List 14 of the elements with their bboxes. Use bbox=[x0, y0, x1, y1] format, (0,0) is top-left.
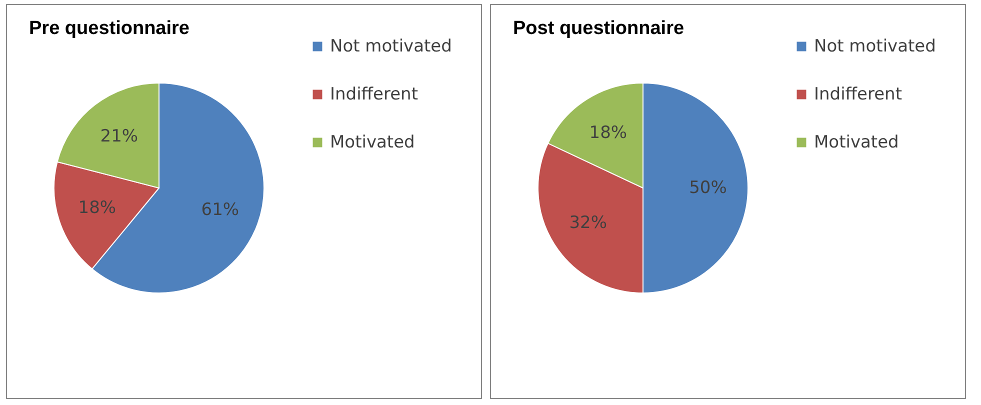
data-label: 50% bbox=[689, 178, 727, 198]
chart-title: Post questionnaire bbox=[513, 18, 684, 39]
data-label: 18% bbox=[78, 198, 116, 218]
data-label: 61% bbox=[201, 200, 240, 220]
data-label: 18% bbox=[589, 123, 628, 144]
legend-label: Motivated bbox=[330, 132, 415, 152]
legend-label: Indifferent bbox=[814, 84, 902, 104]
legend-label: Indifferent bbox=[330, 84, 418, 104]
data-label: 21% bbox=[100, 126, 138, 147]
legend-label: Motivated bbox=[814, 132, 899, 152]
legend-label: Not motivated bbox=[814, 36, 936, 56]
chart-title: Pre questionnaire bbox=[29, 18, 190, 39]
data-label: 32% bbox=[569, 212, 608, 233]
legend-label: Not motivated bbox=[330, 36, 452, 56]
